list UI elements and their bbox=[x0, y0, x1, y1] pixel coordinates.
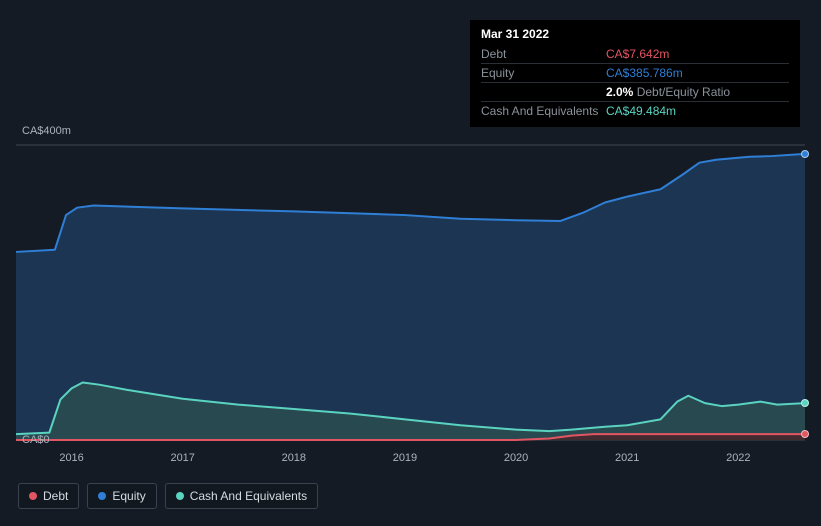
tooltip-title: Mar 31 2022 bbox=[481, 27, 789, 41]
series-end-marker bbox=[801, 399, 809, 407]
tooltip-row-value: CA$385.786m bbox=[606, 64, 789, 83]
chart-legend: Debt Equity Cash And Equivalents bbox=[18, 483, 318, 509]
tooltip-row-value: CA$7.642m bbox=[606, 45, 789, 64]
legend-item[interactable]: Cash And Equivalents bbox=[165, 483, 318, 509]
legend-label: Cash And Equivalents bbox=[190, 489, 307, 503]
tooltip-table: DebtCA$7.642mEquityCA$385.786m2.0% Debt/… bbox=[481, 45, 789, 120]
series-end-marker bbox=[801, 150, 809, 158]
x-axis-label: 2020 bbox=[504, 452, 528, 464]
legend-swatch bbox=[29, 492, 37, 500]
x-axis-label: 2019 bbox=[393, 452, 417, 464]
tooltip-row-label bbox=[481, 83, 606, 102]
legend-label: Equity bbox=[112, 489, 145, 503]
tooltip-row-label: Equity bbox=[481, 64, 606, 83]
tooltip-row: Cash And EquivalentsCA$49.484m bbox=[481, 102, 789, 121]
tooltip-row-label: Cash And Equivalents bbox=[481, 102, 606, 121]
tooltip-row: EquityCA$385.786m bbox=[481, 64, 789, 83]
tooltip-row: 2.0% Debt/Equity Ratio bbox=[481, 83, 789, 102]
chart-container: Mar 31 2022 DebtCA$7.642mEquityCA$385.78… bbox=[0, 0, 821, 526]
tooltip-row: DebtCA$7.642m bbox=[481, 45, 789, 64]
x-axis-label: 2018 bbox=[282, 452, 306, 464]
series-end-marker bbox=[801, 430, 809, 438]
legend-item[interactable]: Equity bbox=[87, 483, 156, 509]
x-axis-label: 2021 bbox=[615, 452, 639, 464]
legend-item[interactable]: Debt bbox=[18, 483, 79, 509]
y-axis-label: CA$0 bbox=[22, 434, 50, 446]
y-axis-label: CA$400m bbox=[22, 125, 71, 137]
legend-label: Debt bbox=[43, 489, 68, 503]
x-axis-label: 2022 bbox=[726, 452, 750, 464]
tooltip-row-value: CA$49.484m bbox=[606, 102, 789, 121]
legend-swatch bbox=[176, 492, 184, 500]
x-axis-label: 2016 bbox=[59, 452, 83, 464]
x-axis-label: 2017 bbox=[170, 452, 194, 464]
legend-swatch bbox=[98, 492, 106, 500]
tooltip-row-label: Debt bbox=[481, 45, 606, 64]
tooltip-row-value: 2.0% Debt/Equity Ratio bbox=[606, 83, 789, 102]
chart-tooltip: Mar 31 2022 DebtCA$7.642mEquityCA$385.78… bbox=[470, 20, 800, 127]
